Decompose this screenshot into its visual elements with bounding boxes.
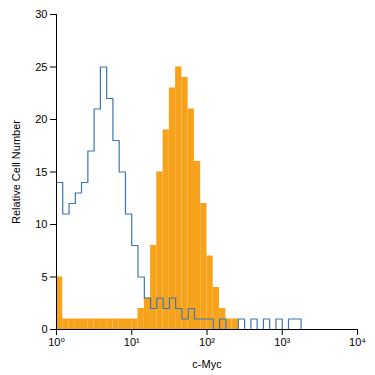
svg-text:10³: 10³ [274, 336, 290, 348]
svg-text:20: 20 [35, 113, 47, 125]
svg-text:10⁰: 10⁰ [48, 336, 65, 348]
svg-text:10¹: 10¹ [124, 336, 140, 348]
svg-text:25: 25 [35, 61, 47, 73]
svg-text:10²: 10² [199, 336, 215, 348]
svg-text:15: 15 [35, 166, 47, 178]
svg-text:10: 10 [35, 218, 47, 230]
svg-text:10⁴: 10⁴ [349, 336, 366, 348]
svg-text:5: 5 [41, 271, 47, 283]
svg-text:0: 0 [41, 323, 47, 335]
svg-text:Relative Cell Number: Relative Cell Number [10, 120, 22, 224]
svg-text:30: 30 [35, 8, 47, 20]
svg-text:c-Myc: c-Myc [192, 358, 222, 370]
